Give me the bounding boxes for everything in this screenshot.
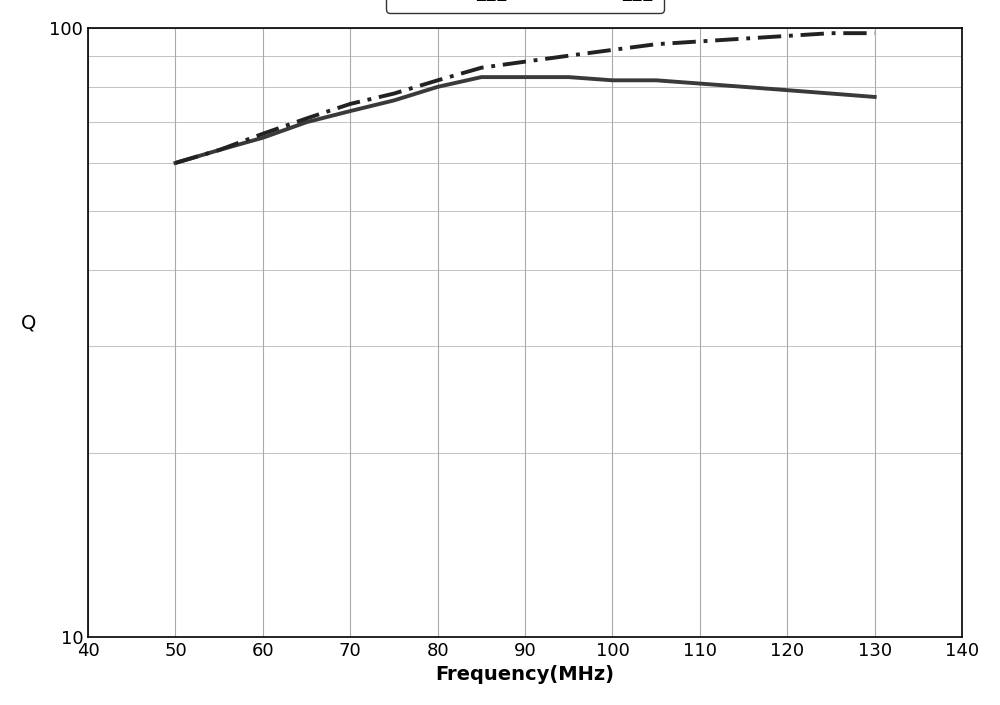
无钓材 xyxy=(563,51,575,60)
无钓材 xyxy=(606,46,618,54)
无钓材 xyxy=(781,32,793,40)
含钓材 xyxy=(475,73,487,81)
无钓材 xyxy=(650,40,662,49)
含钓材 xyxy=(563,73,575,81)
含钓材 xyxy=(825,90,837,98)
含钓材 xyxy=(869,93,881,102)
无钓材 xyxy=(257,130,269,138)
X-axis label: Frequency(MHz): Frequency(MHz) xyxy=(436,665,615,684)
无钓材 xyxy=(388,90,400,98)
含钓材 xyxy=(344,107,356,116)
含钓材 xyxy=(388,96,400,104)
无钓材 xyxy=(169,159,181,167)
含钓材 xyxy=(301,118,313,126)
无钓材 xyxy=(213,146,225,154)
Line: 无钓材: 无钓材 xyxy=(175,33,875,163)
无钓材 xyxy=(738,35,750,43)
无钓材 xyxy=(475,63,487,72)
含钓材 xyxy=(432,82,444,91)
含钓材 xyxy=(781,86,793,94)
含钓材 xyxy=(169,159,181,167)
Y-axis label: Q: Q xyxy=(21,313,36,332)
含钓材 xyxy=(519,73,531,81)
含钓材 xyxy=(606,76,618,85)
含钓材 xyxy=(257,133,269,142)
无钓材 xyxy=(519,57,531,66)
含钓材 xyxy=(694,80,706,88)
无钓材 xyxy=(301,114,313,123)
无钓材 xyxy=(344,99,356,108)
无钓材 xyxy=(869,29,881,37)
Line: 含钓材: 含钓材 xyxy=(175,77,875,163)
含钓材 xyxy=(738,82,750,91)
无钓材 xyxy=(432,76,444,85)
含钓材 xyxy=(213,146,225,154)
Legend: 含钓材, 无钓材: 含钓材, 无钓材 xyxy=(386,0,664,13)
无钓材 xyxy=(825,29,837,37)
含钓材 xyxy=(650,76,662,85)
无钓材 xyxy=(694,37,706,46)
